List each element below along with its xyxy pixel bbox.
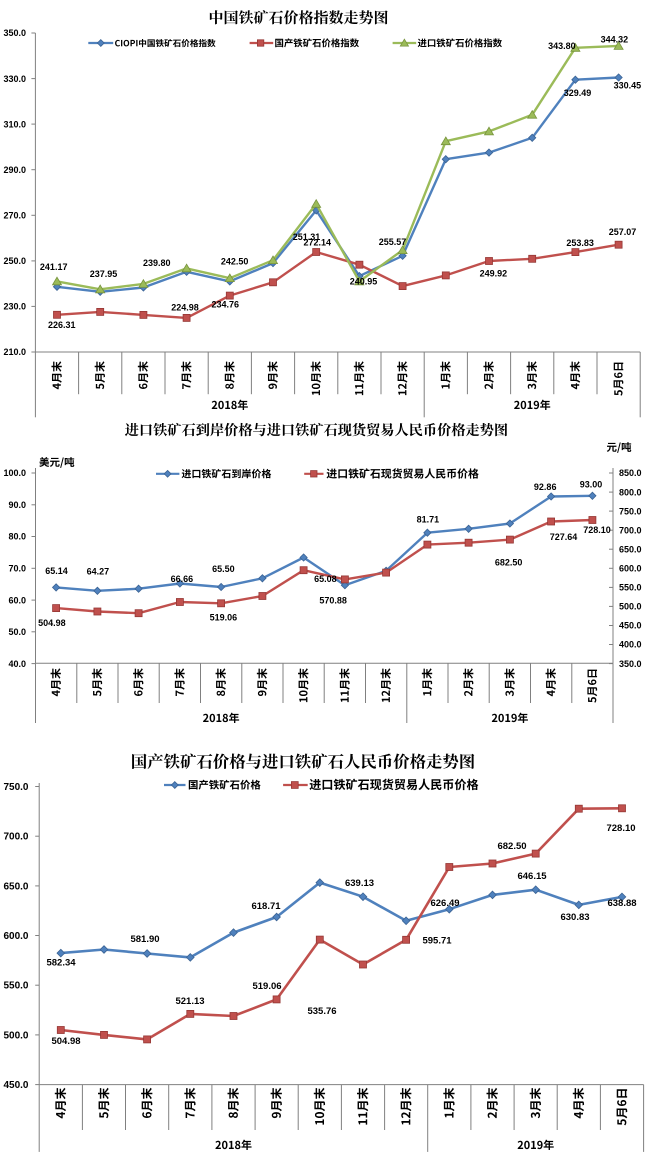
svg-text:272.14: 272.14 (304, 238, 332, 248)
svg-text:80.0: 80.0 (8, 532, 26, 542)
svg-text:70.0: 70.0 (8, 564, 26, 574)
svg-text:728.10: 728.10 (606, 823, 635, 834)
svg-text:400.0: 400.0 (619, 640, 642, 650)
svg-text:257.07: 257.07 (609, 227, 637, 237)
svg-text:224.98: 224.98 (171, 303, 199, 313)
svg-text:750.0: 750.0 (3, 782, 28, 793)
svg-text:240.95: 240.95 (350, 277, 378, 287)
svg-text:250.0: 250.0 (3, 256, 26, 266)
svg-text:800.0: 800.0 (619, 487, 642, 497)
svg-text:500.0: 500.0 (3, 1030, 28, 1041)
svg-text:290.0: 290.0 (3, 165, 26, 175)
svg-text:650.0: 650.0 (3, 881, 28, 892)
svg-text:242.50: 242.50 (221, 256, 249, 266)
svg-text:241.17: 241.17 (40, 262, 68, 272)
svg-text:535.76: 535.76 (307, 1006, 336, 1017)
svg-text:650.0: 650.0 (619, 544, 642, 554)
svg-text:519.06: 519.06 (252, 981, 281, 992)
svg-text:700.0: 700.0 (3, 832, 28, 843)
svg-text:700.0: 700.0 (619, 525, 642, 535)
svg-text:682.50: 682.50 (495, 558, 523, 568)
svg-text:251.31: 251.31 (293, 232, 321, 242)
svg-text:504.98: 504.98 (51, 1036, 80, 1047)
svg-text:330.45: 330.45 (614, 81, 642, 91)
svg-text:450.0: 450.0 (619, 621, 642, 631)
svg-text:639.13: 639.13 (345, 878, 374, 889)
svg-text:239.80: 239.80 (143, 258, 171, 268)
svg-text:727.64: 727.64 (550, 532, 578, 542)
svg-text:344.32: 344.32 (601, 35, 629, 45)
svg-text:255.57: 255.57 (379, 237, 407, 247)
svg-text:638.88: 638.88 (607, 898, 636, 909)
svg-text:249.92: 249.92 (480, 268, 508, 278)
svg-text:310.0: 310.0 (3, 119, 26, 129)
svg-text:343.80: 343.80 (548, 41, 576, 51)
svg-text:40.0: 40.0 (8, 659, 26, 669)
svg-text:237.95: 237.95 (90, 269, 118, 279)
svg-text:270.0: 270.0 (3, 211, 26, 221)
svg-text:550.0: 550.0 (619, 583, 642, 593)
svg-text:504.98: 504.98 (38, 618, 66, 628)
svg-text:81.71: 81.71 (417, 515, 440, 525)
svg-text:329.49: 329.49 (564, 88, 592, 98)
svg-text:850.0: 850.0 (619, 468, 642, 478)
svg-text:350.0: 350.0 (619, 659, 642, 669)
svg-text:93.00: 93.00 (580, 480, 603, 490)
svg-text:100.0: 100.0 (3, 468, 26, 478)
svg-text:226.31: 226.31 (48, 320, 76, 330)
svg-text:728.10: 728.10 (583, 525, 611, 535)
svg-text:646.15: 646.15 (517, 871, 547, 882)
svg-text:521.13: 521.13 (175, 996, 204, 1007)
svg-text:581.90: 581.90 (130, 934, 159, 945)
svg-text:330.0: 330.0 (3, 74, 26, 84)
svg-text:550.0: 550.0 (3, 981, 28, 992)
svg-text:65.14: 65.14 (45, 566, 68, 576)
svg-text:682.50: 682.50 (497, 841, 526, 852)
svg-text:600.0: 600.0 (3, 931, 28, 942)
svg-text:350.0: 350.0 (3, 28, 26, 38)
svg-text:92.86: 92.86 (534, 482, 557, 492)
svg-text:750.0: 750.0 (619, 506, 642, 516)
svg-text:90.0: 90.0 (8, 500, 26, 510)
svg-text:570.88: 570.88 (319, 596, 347, 606)
svg-text:65.50: 65.50 (212, 564, 235, 574)
svg-text:60.0: 60.0 (8, 595, 26, 605)
svg-text:630.83: 630.83 (560, 912, 589, 923)
svg-text:450.0: 450.0 (3, 1080, 28, 1091)
svg-text:582.34: 582.34 (46, 957, 76, 968)
svg-text:600.0: 600.0 (619, 564, 642, 574)
svg-text:595.71: 595.71 (422, 935, 452, 946)
svg-text:66.66: 66.66 (171, 574, 194, 584)
svg-text:230.0: 230.0 (3, 302, 26, 312)
svg-text:253.83: 253.83 (566, 238, 594, 248)
svg-text:50.0: 50.0 (8, 627, 26, 637)
svg-text:210.0: 210.0 (3, 347, 26, 357)
svg-text:500.0: 500.0 (619, 602, 642, 612)
svg-text:234.76: 234.76 (212, 300, 240, 310)
svg-text:519.06: 519.06 (210, 612, 238, 622)
svg-text:626.49: 626.49 (430, 898, 459, 909)
svg-text:618.71: 618.71 (251, 901, 281, 912)
svg-text:64.27: 64.27 (87, 567, 110, 577)
svg-text:65.08: 65.08 (314, 574, 337, 584)
